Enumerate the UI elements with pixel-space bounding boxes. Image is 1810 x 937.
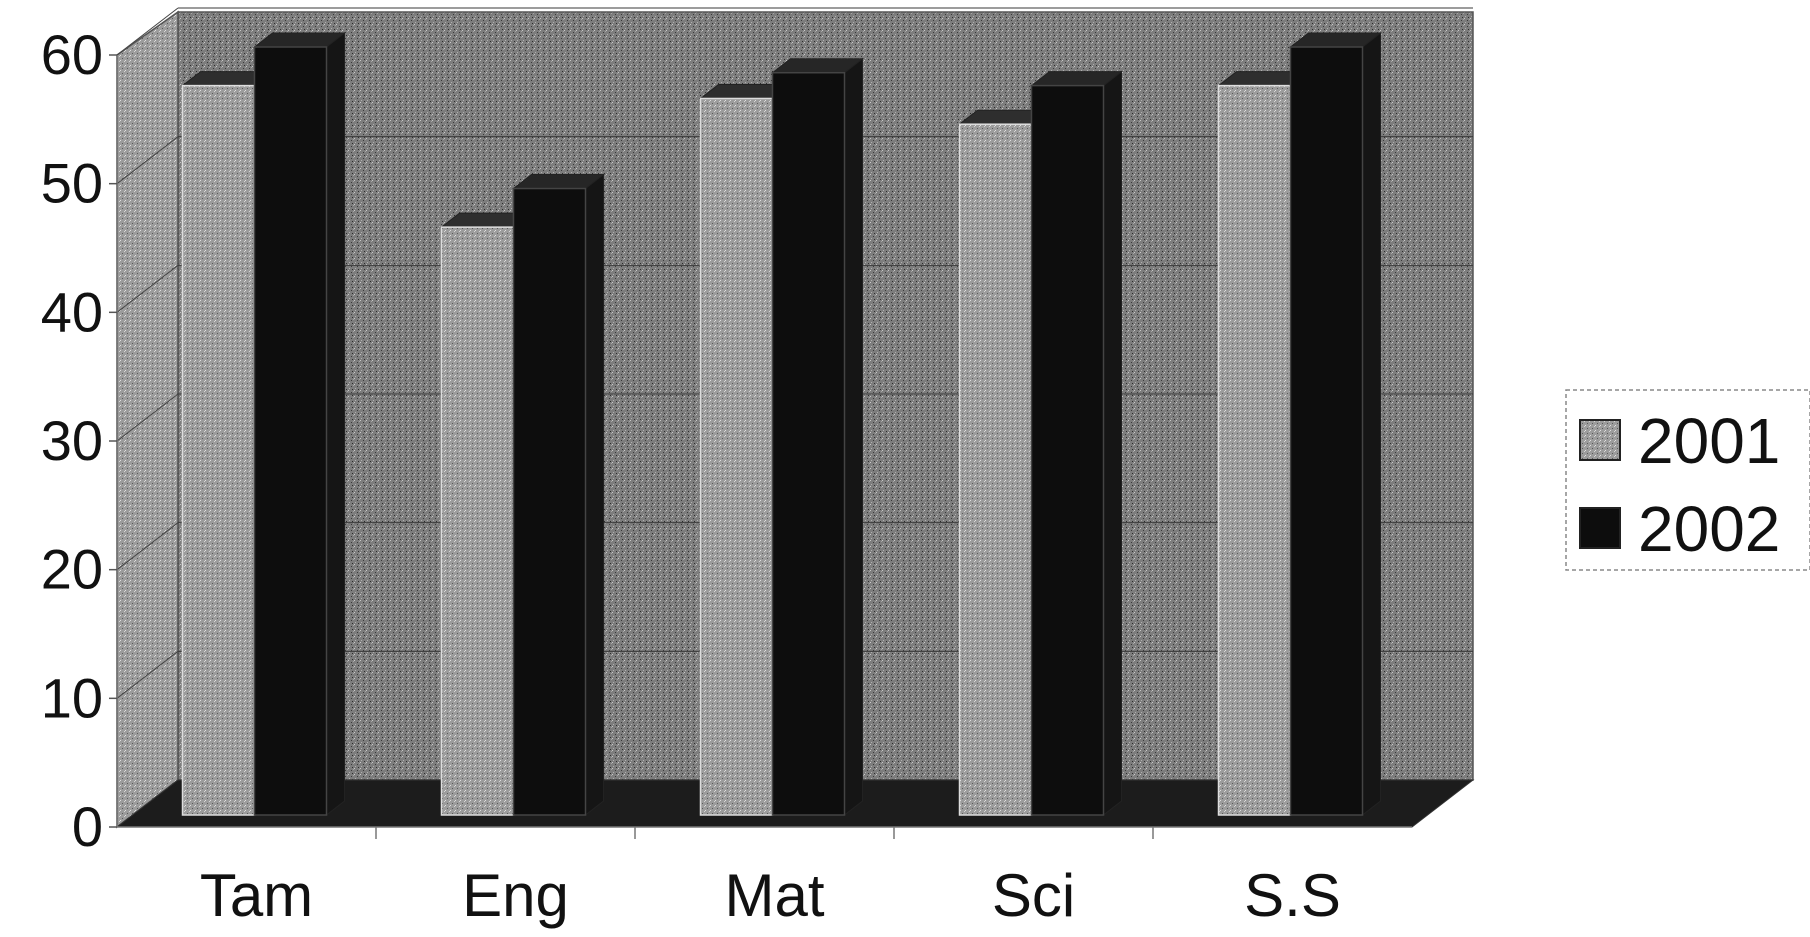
legend: 2001 2002 [1565, 389, 1810, 571]
bar-front [253, 46, 328, 816]
side-wall [116, 10, 179, 829]
bar-2002-S.S [1289, 31, 1382, 817]
x-category-label: S.S [1244, 862, 1341, 929]
x-category-label: Sci [992, 862, 1075, 929]
gridline-side [116, 264, 179, 313]
bar-front [958, 123, 1033, 816]
gridline-side [116, 393, 179, 442]
x-axis-categories: Tam Eng Mat Sci S.S [200, 827, 1341, 929]
gridline-side [116, 522, 179, 571]
x-category-label: Tam [200, 862, 313, 929]
gridline-side [116, 136, 179, 185]
bar-2002-Tam [253, 31, 346, 817]
bar-front [1289, 46, 1364, 816]
gridline-side [116, 7, 179, 56]
y-tick-label: 20 [41, 538, 103, 601]
bar-front [181, 84, 256, 816]
bars [181, 31, 1382, 817]
x-category-label: Eng [462, 862, 569, 929]
y-tick-label: 30 [41, 409, 103, 472]
bar-2002-Eng [512, 173, 605, 817]
legend-label-2002: 2002 [1638, 493, 1780, 565]
y-tick-label: 10 [41, 666, 103, 729]
bar-front [1217, 84, 1292, 816]
y-tick-label: 60 [41, 23, 103, 86]
y-tick-label: 50 [41, 152, 103, 215]
bar-side [585, 173, 604, 817]
y-tick-label: 40 [41, 280, 103, 343]
bar-side [1103, 70, 1122, 817]
legend-label-2001: 2001 [1638, 405, 1780, 477]
bar-side [326, 31, 345, 817]
gridline-side [116, 650, 179, 699]
y-tick-label: 0 [72, 795, 103, 858]
bar-2002-Mat [771, 57, 864, 817]
bar-side [1362, 31, 1381, 817]
bar-front [1030, 84, 1105, 816]
bar-front [699, 97, 774, 816]
bar-front [512, 187, 587, 816]
bar-2002-Sci [1030, 70, 1123, 817]
x-category-label: Mat [724, 862, 824, 929]
y-axis-ticks: 0 10 20 30 40 50 60 [41, 23, 117, 858]
bar-front [440, 226, 515, 816]
bar-side [844, 57, 863, 817]
bar-front [771, 71, 846, 816]
legend-swatch-2001 [1579, 419, 1621, 461]
legend-swatch-2002 [1579, 507, 1621, 549]
